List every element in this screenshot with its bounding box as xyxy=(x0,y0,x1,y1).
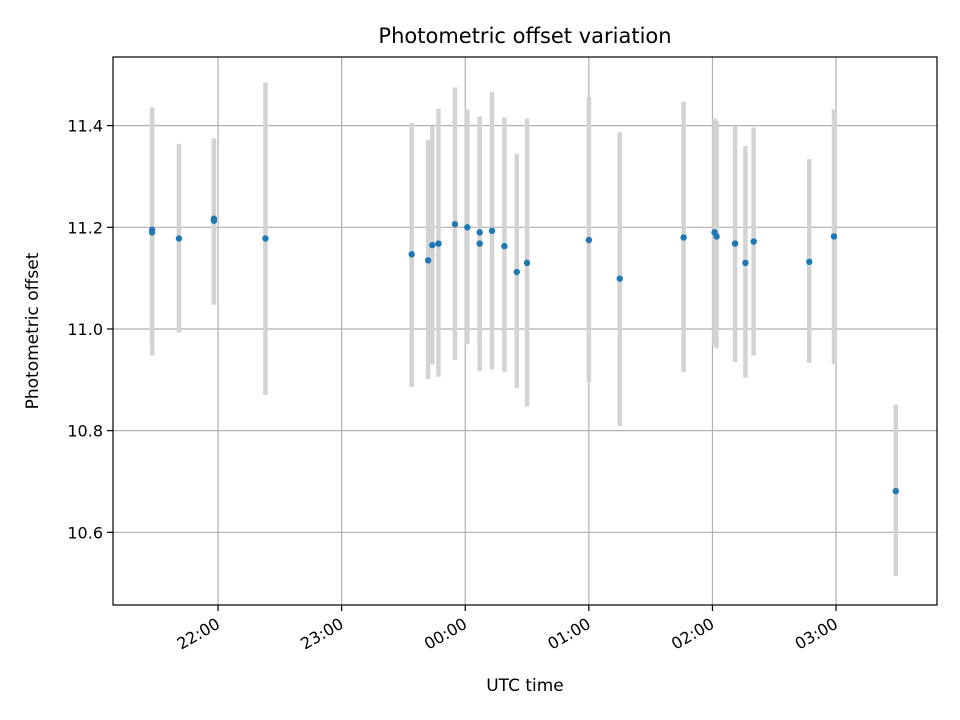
y-tick-label: 11.2 xyxy=(67,218,103,237)
data-point xyxy=(148,229,156,236)
data-point xyxy=(513,268,520,276)
y-axis: 10.6 10.8 11.0 11.2 11.4 xyxy=(67,117,113,542)
data-point xyxy=(408,251,415,258)
data-point xyxy=(429,241,436,249)
data-point xyxy=(731,240,739,247)
data-point xyxy=(750,238,757,245)
data-point xyxy=(523,259,531,267)
y-tick-label: 11.4 xyxy=(67,117,103,136)
data-point xyxy=(585,236,593,244)
data-point xyxy=(680,234,687,241)
y-tick-label: 11.0 xyxy=(67,320,103,339)
data-point xyxy=(175,235,183,242)
x-axis-label: UTC time xyxy=(486,676,564,696)
data-point xyxy=(210,217,218,224)
data-point xyxy=(464,224,471,231)
data-point xyxy=(262,235,269,242)
data-point xyxy=(488,227,496,235)
plot-frame xyxy=(112,56,938,606)
y-tick-label: 10.8 xyxy=(67,422,103,441)
data-point xyxy=(713,233,720,240)
data-point xyxy=(424,257,432,264)
data-point xyxy=(806,258,813,266)
data-point xyxy=(830,233,838,240)
y-axis-label: Photometric offset xyxy=(23,252,43,409)
data-point xyxy=(476,240,483,247)
data-point xyxy=(451,221,459,228)
data-point xyxy=(501,242,508,250)
data-points xyxy=(148,215,899,495)
data-point xyxy=(616,275,623,282)
data-point xyxy=(435,240,442,247)
chart-title: Photometric offset variation xyxy=(378,24,671,48)
data-point xyxy=(742,259,749,267)
data-point xyxy=(476,229,483,236)
data-point xyxy=(892,487,899,495)
y-tick-label: 10.6 xyxy=(67,523,103,542)
